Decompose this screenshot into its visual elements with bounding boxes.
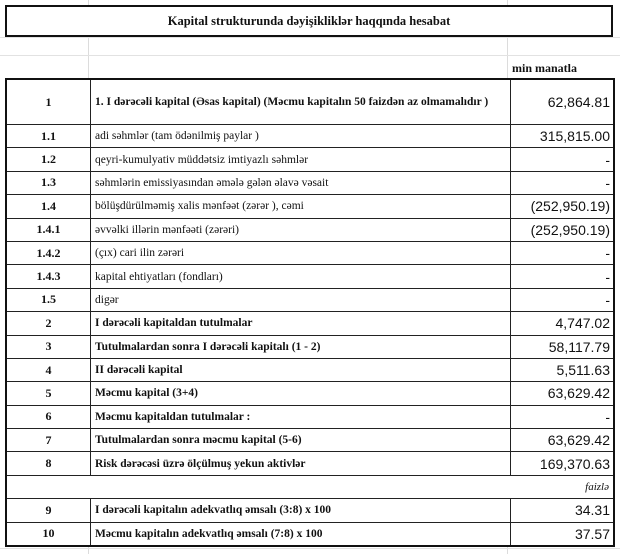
row-number[interactable]: 1.3: [5, 170, 91, 196]
row-description[interactable]: digər: [90, 287, 511, 313]
table-row: 10 Məcmu kapitalın adekvatlıq əmsalı (7:8…: [5, 521, 615, 547]
row-description[interactable]: Məcmu kapitaldan tutulmalar :: [90, 404, 511, 430]
row-number[interactable]: 9: [5, 498, 91, 523]
row-value[interactable]: (252,950.19): [510, 217, 615, 242]
row-number[interactable]: 5: [5, 381, 91, 406]
row-description[interactable]: I dərəcəli kapitalın adekvatlıq əmsalı (…: [90, 498, 511, 523]
row-description[interactable]: 1. I dərəcəli kapital (Əsas kapital) (Mə…: [90, 78, 511, 125]
sheet-gridline: [0, 37, 620, 38]
row-value[interactable]: -: [510, 404, 615, 430]
row-value[interactable]: 63,629.42: [510, 381, 615, 406]
row-number[interactable]: 1.2: [5, 147, 91, 172]
row-description[interactable]: (çıx) cari ilin zərəri: [90, 240, 511, 266]
sheet-gridline: [0, 548, 620, 549]
row-description[interactable]: bölüşdürülməmiş xalis mənfəət (zərər ), …: [90, 194, 511, 219]
row-value[interactable]: 58,117.79: [510, 334, 615, 359]
row-number[interactable]: 10: [5, 521, 91, 547]
row-description[interactable]: Tutulmalardan sonra məcmu kapital (5-6): [90, 428, 511, 453]
row-number[interactable]: 6: [5, 404, 91, 430]
row-number[interactable]: 7: [5, 428, 91, 453]
row-description[interactable]: adi səhmlər (tam ödənilmiş paylar ): [90, 123, 511, 149]
row-number[interactable]: 1.4.3: [5, 264, 91, 289]
table-row: 1.4.3 kapital ehtiyatları (fondları) -: [5, 264, 615, 289]
percent-unit-label: faizlə: [5, 474, 615, 500]
table-row: 1.4.2 (çıx) cari ilin zərəri -: [5, 240, 615, 266]
table-row: 1.3 səhmlərin emissiyasından əmələ gələn …: [5, 170, 615, 196]
row-value[interactable]: -: [510, 147, 615, 172]
row-number[interactable]: 1.1: [5, 123, 91, 149]
row-description[interactable]: Məcmu kapitalın adekvatlıq əmsalı (7:8) …: [90, 521, 511, 547]
table-row: 4 II dərəcəli kapital 5,511.63: [5, 357, 615, 383]
row-number[interactable]: 1: [5, 78, 91, 125]
row-value[interactable]: 315,815.00: [510, 123, 615, 149]
row-description[interactable]: əvvəlki illərin mənfəəti (zərəri): [90, 217, 511, 242]
table-row: 1.1 adi səhmlər (tam ödənilmiş paylar ) 31…: [5, 123, 615, 149]
row-description[interactable]: kapital ehtiyatları (fondları): [90, 264, 511, 289]
unit-label: min manatla: [512, 61, 578, 75]
capital-structure-table: 1 1. I dərəcəli kapital (Əsas kapital) (M…: [5, 78, 615, 548]
percent-unit-row: faizlə: [5, 474, 615, 500]
row-description[interactable]: Risk dərəcəsi üzrə ölçülmuş yekun aktivl…: [90, 451, 511, 476]
table-row: 1.4 bölüşdürülməmiş xalis mənfəət (zərər …: [5, 194, 615, 219]
row-value[interactable]: 169,370.63: [510, 451, 615, 476]
row-number[interactable]: 4: [5, 357, 91, 383]
table-row: 1.5 digər -: [5, 287, 615, 313]
table-row: 7 Tutulmalardan sonra məcmu kapital (5-6)…: [5, 428, 615, 453]
row-value[interactable]: (252,950.19): [510, 194, 615, 219]
row-number[interactable]: 8: [5, 451, 91, 476]
row-value[interactable]: 4,747.02: [510, 311, 615, 336]
report-title: Kapital strukturunda dəyişikliklər haqqı…: [5, 5, 613, 37]
row-number[interactable]: 1.4.2: [5, 240, 91, 266]
table-row: 1.4.1 əvvəlki illərin mənfəəti (zərəri) (2…: [5, 217, 615, 242]
table-row: 5 Məcmu kapital (3+4) 63,629.42: [5, 381, 615, 406]
row-value[interactable]: 62,864.81: [510, 78, 615, 125]
row-value[interactable]: 37.57: [510, 521, 615, 547]
row-description[interactable]: I dərəcəli kapitaldan tutulmalar: [90, 311, 511, 336]
row-value[interactable]: 63,629.42: [510, 428, 615, 453]
row-description[interactable]: qeyri-kumulyativ müddətsiz imtiyazlı səh…: [90, 147, 511, 172]
row-description[interactable]: II dərəcəli kapital: [90, 357, 511, 383]
row-number[interactable]: 1.4.1: [5, 217, 91, 242]
table-row: 1 1. I dərəcəli kapital (Əsas kapital) (M…: [5, 78, 615, 125]
table-row: 6 Məcmu kapitaldan tutulmalar :-: [5, 404, 615, 430]
row-value[interactable]: -: [510, 170, 615, 196]
table-row: 1.2 qeyri-kumulyativ müddətsiz imtiyazlı …: [5, 147, 615, 172]
row-value[interactable]: 34.31: [510, 498, 615, 523]
row-description[interactable]: Məcmu kapital (3+4): [90, 381, 511, 406]
row-value[interactable]: -: [510, 240, 615, 266]
row-value[interactable]: -: [510, 287, 615, 313]
row-value[interactable]: 5,511.63: [510, 357, 615, 383]
table-row: 3 Tutulmalardan sonra I dərəcəli kapitalı…: [5, 334, 615, 359]
table-row: 8 Risk dərəcəsi üzrə ölçülmuş yekun aktiv…: [5, 451, 615, 476]
row-value[interactable]: -: [510, 264, 615, 289]
sheet-gridline: [0, 55, 620, 56]
row-description[interactable]: səhmlərin emissiyasından əmələ gələn əla…: [90, 170, 511, 196]
row-number[interactable]: 2: [5, 311, 91, 336]
row-number[interactable]: 1.5: [5, 287, 91, 313]
row-description[interactable]: Tutulmalardan sonra I dərəcəli kapitalı …: [90, 334, 511, 359]
row-number[interactable]: 3: [5, 334, 91, 359]
row-number[interactable]: 1.4: [5, 194, 91, 219]
